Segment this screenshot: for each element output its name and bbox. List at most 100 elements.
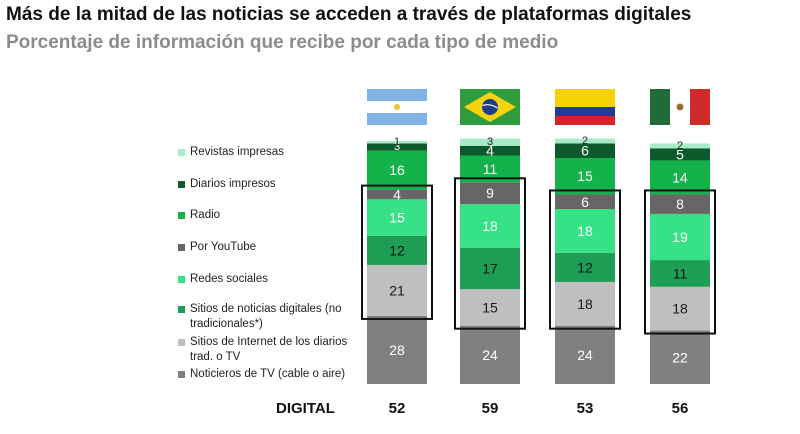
legend-label: Sitios de noticias digitales (no tradici… bbox=[190, 303, 342, 330]
digital-highlight-box bbox=[454, 177, 526, 330]
legend-swatch bbox=[178, 339, 185, 346]
legend-swatch bbox=[178, 276, 185, 283]
bar-value-label: 9 bbox=[486, 185, 494, 201]
bar-value-label: 22 bbox=[672, 349, 688, 365]
bar-value-label: 21 bbox=[389, 282, 405, 298]
legend-swatch bbox=[178, 212, 185, 219]
digital-total-colombia: 53 bbox=[576, 400, 594, 417]
bar-value-label: 12 bbox=[389, 242, 405, 258]
bar-segment bbox=[367, 143, 427, 151]
bar-value-label: 8 bbox=[676, 196, 684, 212]
digital-highlight-box bbox=[549, 189, 621, 330]
bar-value-label: 2 bbox=[582, 135, 588, 147]
bar-segment bbox=[650, 160, 710, 195]
bar-value-label: 17 bbox=[482, 261, 498, 277]
bar-value-label: 15 bbox=[389, 210, 405, 226]
bar-segment bbox=[367, 199, 427, 236]
bar-segment bbox=[555, 325, 615, 384]
bar-segment bbox=[460, 182, 520, 205]
bar-value-label: 16 bbox=[389, 162, 405, 178]
bar-value-label: 4 bbox=[393, 186, 401, 202]
bar-segment bbox=[367, 189, 427, 200]
bar-value-label: 12 bbox=[577, 259, 593, 275]
bar-segment bbox=[650, 286, 710, 331]
chart-title: Más de la mitad de las noticias se acced… bbox=[6, 4, 692, 25]
bar-value-label: 24 bbox=[577, 347, 593, 363]
brazil-flag bbox=[460, 89, 520, 125]
legend-item-sitios-digitales: Sitios de noticias digitales (no tradici… bbox=[178, 302, 368, 332]
bar-value-label: 1 bbox=[394, 136, 400, 148]
legend-label: Sitios de Internet de los diarios trad. … bbox=[190, 336, 348, 363]
argentina-flag bbox=[367, 89, 427, 125]
legend-label: Diarios impresos bbox=[190, 178, 276, 190]
bar-segment bbox=[460, 204, 520, 248]
bar-value-label: 3 bbox=[394, 141, 400, 153]
digital-total-brazil: 59 bbox=[481, 400, 499, 417]
bar-value-label: 24 bbox=[482, 347, 498, 363]
bar-value-label: 6 bbox=[581, 194, 589, 210]
bar-value-label: 14 bbox=[672, 169, 688, 185]
bar-segment bbox=[555, 252, 615, 282]
bar-segment bbox=[367, 315, 427, 384]
bar-value-label: 18 bbox=[577, 223, 593, 239]
bar-value-label: 18 bbox=[577, 296, 593, 312]
bar-segment bbox=[367, 141, 427, 144]
bar-segment bbox=[650, 260, 710, 287]
bar-segment bbox=[555, 209, 615, 253]
bar-segment bbox=[650, 148, 710, 161]
legend-label: Noticieros de TV (cable o aire) bbox=[190, 368, 346, 380]
bar-value-label: 2 bbox=[677, 140, 683, 152]
bar-value-label: 19 bbox=[672, 229, 688, 245]
bar-value-label: 15 bbox=[577, 168, 593, 184]
bar-segment bbox=[650, 330, 710, 384]
bar-segment bbox=[555, 138, 615, 144]
bar-value-label: 4 bbox=[486, 143, 494, 159]
legend-label: Por YouTube bbox=[190, 241, 257, 253]
legend-swatch bbox=[178, 371, 185, 378]
digital-highlight-box bbox=[361, 184, 433, 320]
legend-swatch bbox=[178, 306, 185, 313]
bar-value-label: 18 bbox=[672, 301, 688, 317]
legend-label: Radio bbox=[190, 209, 221, 221]
digital-label: DIGITAL bbox=[276, 400, 335, 417]
bar-segment bbox=[650, 213, 710, 261]
legend-label: Redes sociales bbox=[190, 273, 268, 285]
digital-highlight-box bbox=[644, 189, 716, 335]
legend-label: Revistas impresas bbox=[190, 146, 284, 158]
chart-subtitle: Porcentaje de información que recibe por… bbox=[6, 32, 559, 53]
bar-segment bbox=[555, 143, 615, 159]
digital-total-argentina: 52 bbox=[388, 400, 406, 417]
legend-swatch bbox=[178, 181, 185, 188]
bar-segment bbox=[460, 145, 520, 156]
bar-segment bbox=[460, 138, 520, 146]
bar-segment bbox=[650, 194, 710, 214]
bar-segment bbox=[367, 235, 427, 265]
legend-item-diarios-impresos: Diarios impresos bbox=[178, 177, 368, 192]
bar-value-label: 3 bbox=[487, 136, 493, 148]
bar-value-label: 11 bbox=[673, 265, 688, 281]
bar-value-label: 18 bbox=[482, 218, 498, 234]
legend-item-youtube: Por YouTube bbox=[178, 240, 368, 255]
legend-item-noticieros-tv: Noticieros de TV (cable o aire) bbox=[178, 367, 368, 382]
legend-swatch bbox=[178, 244, 185, 251]
legend-item-revistas-impresas: Revistas impresas bbox=[178, 145, 368, 160]
bar-value-label: 28 bbox=[389, 342, 405, 358]
bar-segment bbox=[460, 247, 520, 290]
colombia-flag bbox=[555, 89, 615, 125]
mexico-flag bbox=[650, 89, 710, 125]
bar-value-label: 15 bbox=[482, 299, 498, 315]
bar-value-label: 5 bbox=[676, 146, 684, 162]
bar-value-label: 11 bbox=[483, 161, 498, 177]
bar-segment bbox=[555, 194, 615, 210]
bar-segment bbox=[460, 289, 520, 326]
legend-item-radio: Radio bbox=[178, 208, 368, 223]
bar-segment bbox=[367, 264, 427, 316]
bar-segment bbox=[367, 150, 427, 190]
legend-item-sitios-tradicionales: Sitios de Internet de los diarios trad. … bbox=[178, 335, 368, 365]
bar-segment bbox=[555, 158, 615, 195]
legend-swatch bbox=[178, 149, 185, 156]
digital-total-mexico: 56 bbox=[671, 400, 689, 417]
bar-segment bbox=[650, 143, 710, 149]
bar-segment bbox=[460, 325, 520, 384]
